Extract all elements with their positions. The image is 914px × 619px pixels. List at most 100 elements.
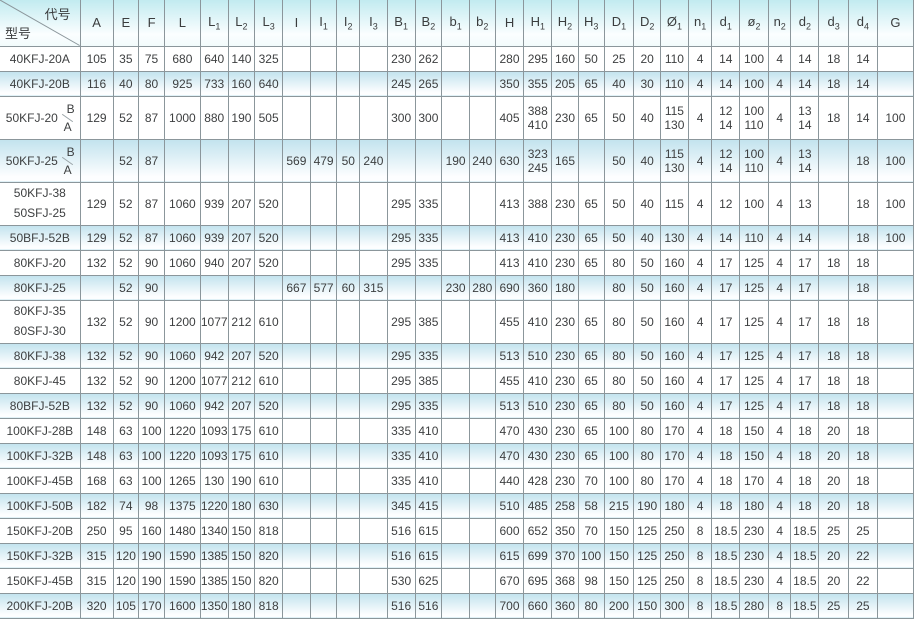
value-cell: 1350 xyxy=(199,592,229,619)
value-cell xyxy=(468,442,496,469)
value-cell: 610 xyxy=(254,467,284,494)
value-cell: 14 xyxy=(848,70,878,97)
value-cell: 132 xyxy=(79,392,114,419)
value-cell xyxy=(441,467,470,494)
model-cell: 40KFJ-20B xyxy=(0,70,81,97)
model-cell: 50KFJ-25 A B xyxy=(0,138,81,183)
value-cell: 50 xyxy=(577,45,605,72)
value-cell: 100 110 xyxy=(739,138,769,183)
model-label: 50KFJ-20 xyxy=(5,110,58,125)
value-cell: 18 xyxy=(848,181,878,226)
value-cell: 125 xyxy=(739,392,769,419)
value-cell: 160 xyxy=(660,274,689,301)
value-cell: 14 xyxy=(711,224,741,251)
value-cell: 130 xyxy=(199,467,229,494)
value-cell: 18.5 xyxy=(790,592,820,619)
value-cell: 17 xyxy=(711,392,741,419)
value-cell xyxy=(336,95,361,140)
value-cell: 110 xyxy=(660,45,689,72)
value-cell: 615 xyxy=(414,542,443,569)
value-cell: 230 xyxy=(551,342,579,369)
model-label-secondary: 80SFJ-30 xyxy=(13,323,66,338)
value-cell: 80 xyxy=(603,249,635,276)
value-cell: 17 xyxy=(790,299,820,344)
value-cell xyxy=(359,45,388,72)
value-cell xyxy=(876,392,914,419)
value-cell: 4 xyxy=(687,181,713,226)
value-cell: 230 xyxy=(551,442,579,469)
value-cell: 25 xyxy=(818,592,850,619)
value-cell xyxy=(441,367,470,394)
value-cell: 65 xyxy=(577,442,605,469)
value-cell xyxy=(818,274,850,301)
value-cell xyxy=(282,299,311,344)
value-cell: 100 110 xyxy=(739,95,769,140)
value-cell xyxy=(336,467,361,494)
value-cell: 8 xyxy=(687,517,713,544)
value-cell: 350 xyxy=(551,517,579,544)
value-cell: 150 xyxy=(227,517,256,544)
value-cell: 18.5 xyxy=(711,567,741,594)
value-cell: 65 xyxy=(577,342,605,369)
value-cell: 80 xyxy=(603,342,635,369)
value-cell: 52 xyxy=(112,138,140,183)
value-cell: 660 xyxy=(523,592,553,619)
value-cell: 40 xyxy=(633,181,662,226)
value-cell: 120 xyxy=(112,542,140,569)
value-cell: 1220 xyxy=(163,417,201,444)
value-cell xyxy=(336,392,361,419)
value-cell: 13 14 xyxy=(790,95,820,140)
value-cell: 110 xyxy=(739,224,769,251)
corner-label-code: 代号 xyxy=(44,7,71,22)
value-cell: 230 xyxy=(551,181,579,226)
value-cell: 320 xyxy=(79,592,114,619)
value-cell xyxy=(309,517,338,544)
value-cell: 20 xyxy=(818,567,850,594)
value-cell xyxy=(441,249,470,276)
value-cell: 14 xyxy=(790,224,820,251)
value-cell: 80 xyxy=(633,467,662,494)
value-cell: 129 xyxy=(79,181,114,226)
value-cell xyxy=(468,567,496,594)
value-cell: 8 xyxy=(687,567,713,594)
value-cell: 125 xyxy=(633,567,662,594)
value-cell: 20 xyxy=(818,467,850,494)
value-cell xyxy=(876,249,914,276)
value-cell: 230 xyxy=(551,299,579,344)
value-cell: 300 xyxy=(660,592,689,619)
value-cell: 470 xyxy=(494,442,525,469)
value-cell: 70 xyxy=(577,517,605,544)
value-cell: 640 xyxy=(199,45,229,72)
value-cell: 1060 xyxy=(163,392,201,419)
value-cell xyxy=(282,392,311,419)
value-cell: 20 xyxy=(818,542,850,569)
value-cell: 52 xyxy=(112,392,140,419)
value-cell: 455 xyxy=(494,367,525,394)
value-cell: 295 xyxy=(386,342,416,369)
value-cell xyxy=(359,417,388,444)
value-cell: 168 xyxy=(79,467,114,494)
value-cell: 18.5 xyxy=(790,567,820,594)
value-cell: 18 xyxy=(818,367,850,394)
value-cell: 52 xyxy=(112,274,140,301)
value-cell: 479 xyxy=(309,138,338,183)
value-cell: 510 xyxy=(523,392,553,419)
value-cell: 160 xyxy=(660,342,689,369)
model-cell: 50KFJ-38 50SFJ-25 xyxy=(0,181,81,226)
value-cell: 4 xyxy=(767,299,792,344)
value-cell xyxy=(282,467,311,494)
value-cell: 385 xyxy=(414,299,443,344)
value-cell xyxy=(876,274,914,301)
value-cell: 25 xyxy=(603,45,635,72)
value-cell: 230 xyxy=(739,567,769,594)
value-cell xyxy=(282,70,311,97)
value-cell: 160 xyxy=(551,45,579,72)
value-cell: 300 xyxy=(414,95,443,140)
value-cell: 125 xyxy=(633,542,662,569)
value-cell: 90 xyxy=(138,274,165,301)
value-cell: 65 xyxy=(577,367,605,394)
value-cell xyxy=(359,492,388,519)
value-cell: 207 xyxy=(227,249,256,276)
value-cell: 1060 xyxy=(163,249,201,276)
value-cell: 125 xyxy=(633,517,662,544)
